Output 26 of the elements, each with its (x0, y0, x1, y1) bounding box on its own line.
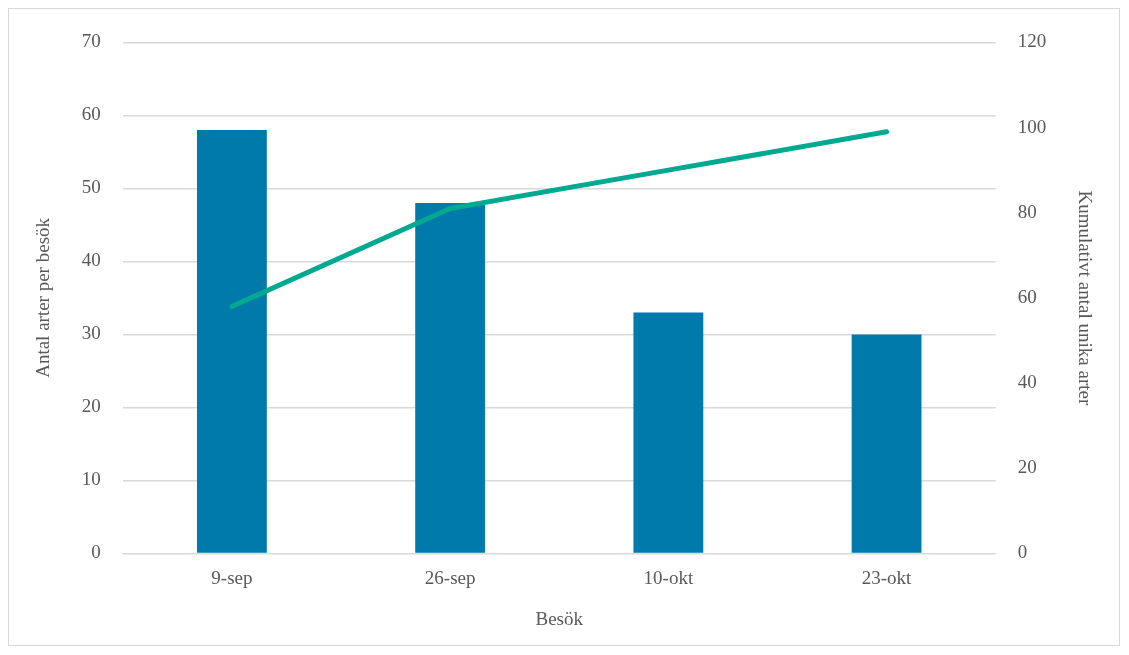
x-tick-label: 9-sep (211, 566, 253, 588)
y2-tick-label: 40 (1017, 371, 1037, 393)
x-tick-label: 26-sep (424, 566, 476, 588)
y2-tick-label: 80 (1017, 200, 1037, 222)
y2-tick-label: 120 (1017, 30, 1047, 52)
y2-tick-label: 20 (1017, 456, 1037, 478)
y2-tick-label: 0 (1017, 541, 1028, 563)
y-tick-label: 60 (81, 103, 101, 125)
y2-axis-title: Kumulativt antal unika arter (1074, 190, 1096, 406)
y-tick-label: 70 (81, 30, 101, 52)
x-tick-label: 10-okt (643, 566, 694, 588)
y-tick-label: 20 (81, 395, 101, 417)
y-tick-label: 0 (91, 541, 101, 563)
bar (197, 130, 267, 553)
y-axis-title: Antal arter per besök (32, 217, 54, 378)
bar (633, 312, 704, 553)
y-tick-label: 10 (81, 468, 101, 490)
y-tick-label: 50 (81, 176, 101, 198)
x-tick-label: 23-okt (861, 566, 913, 588)
y-tick-label: 40 (81, 249, 101, 271)
bar (415, 203, 486, 553)
y2-tick-label: 100 (1017, 115, 1047, 137)
x-axis-title: Besök (535, 607, 584, 629)
y-tick-label: 30 (81, 322, 101, 344)
bar (851, 334, 922, 553)
y2-tick-label: 60 (1017, 285, 1037, 307)
